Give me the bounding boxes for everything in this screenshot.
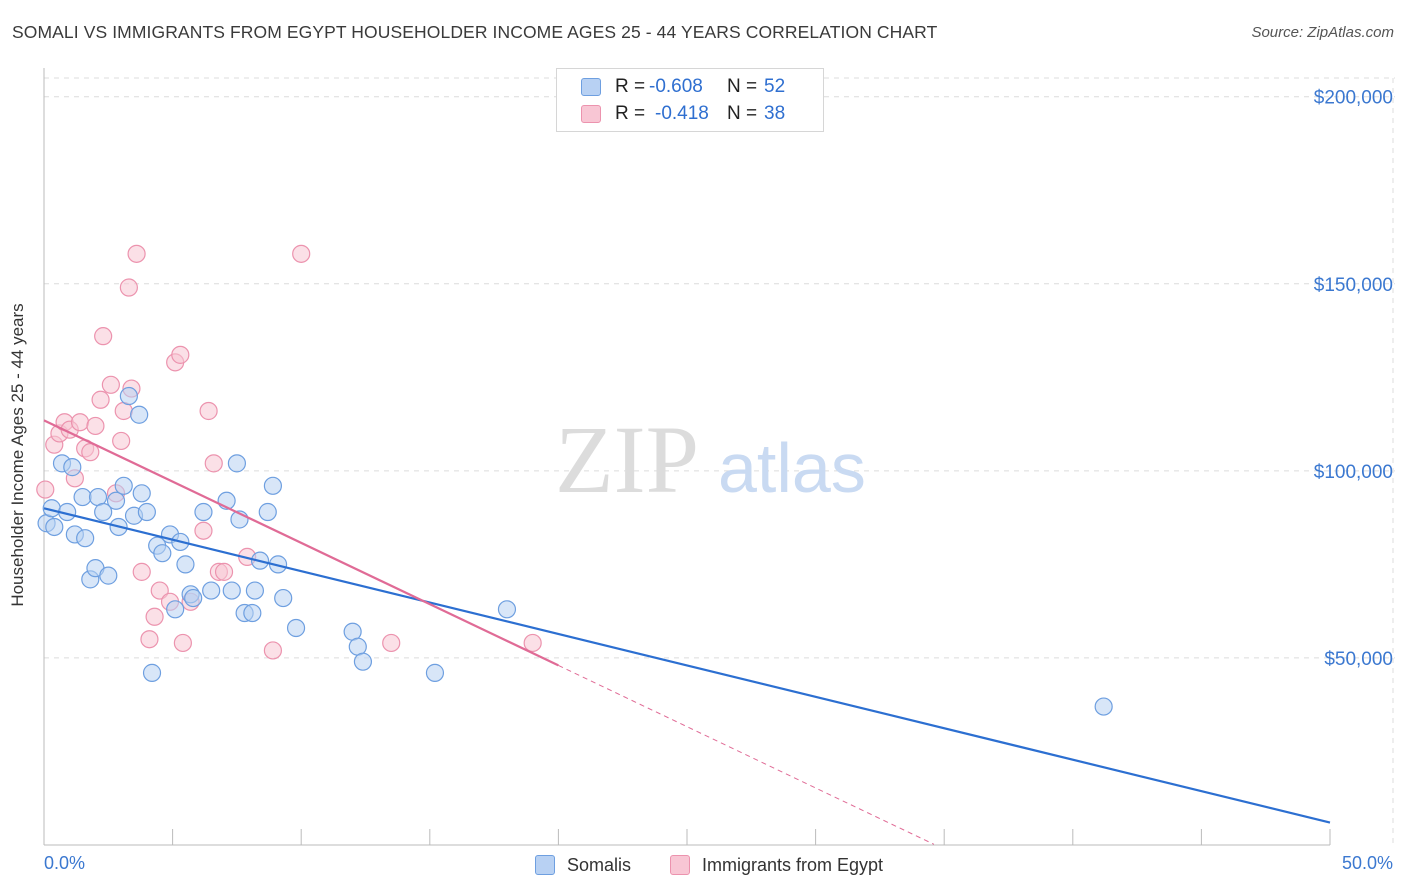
- egypt-point: [91, 390, 110, 409]
- n-value: 38: [764, 103, 786, 124]
- r-value: -0.608: [649, 76, 703, 97]
- source-credit: Source: ZipAtlas.com: [1251, 24, 1394, 41]
- somali-point: [130, 405, 149, 424]
- egypt-legend-label: Immigrants from Egypt: [702, 854, 884, 875]
- somali-point: [137, 502, 156, 522]
- somali-point: [286, 618, 306, 638]
- somali-point: [425, 663, 445, 682]
- grid-lines: [44, 77, 1395, 845]
- stats-legend: R = -0.608 N = 52 R = -0.418 N = 38: [556, 68, 824, 132]
- egypt-point: [292, 244, 311, 263]
- somalis-legend-swatch: [535, 855, 555, 875]
- egypt-trend-extension: [558, 664, 935, 845]
- bottom-legend-somalis: Somalis: [535, 853, 631, 877]
- egypt-point: [132, 562, 151, 581]
- y-tick-label: $50,000: [1324, 649, 1393, 670]
- egypt-point: [86, 416, 105, 436]
- egypt-point: [214, 562, 234, 581]
- r-value: -0.418: [655, 103, 709, 124]
- somali-point: [227, 454, 246, 473]
- egypt-point: [145, 607, 164, 626]
- bottom-legend-egypt: Immigrants from Egypt: [670, 853, 883, 877]
- somali-point: [63, 458, 82, 477]
- n-label: N =: [727, 76, 758, 97]
- somalis-legend-label: Somalis: [567, 854, 632, 875]
- egypt-point: [101, 375, 120, 394]
- n-value: 52: [764, 76, 786, 97]
- somali-point: [132, 484, 151, 503]
- somali-point: [263, 476, 283, 495]
- tick-labels: $50,000 $100,000 $150,000 $200,000 0.0% 50.0%: [44, 88, 1393, 873]
- egypt-point: [171, 345, 190, 364]
- chart-title: SOMALI VS IMMIGRANTS FROM EGYPT HOUSEHOL…: [12, 22, 938, 42]
- somali-point: [1094, 697, 1113, 716]
- somalis-swatch: [581, 78, 601, 96]
- egypt-point: [140, 630, 159, 649]
- somali-trend-line: [43, 507, 1331, 824]
- somali-point: [73, 487, 92, 507]
- n-label: N =: [727, 103, 758, 124]
- watermark-atlas: atlas: [718, 429, 866, 507]
- trend-lines: [43, 419, 1331, 845]
- somali-point: [45, 517, 64, 537]
- egypt-point: [204, 454, 223, 473]
- somali-point: [106, 491, 126, 510]
- somali-point: [353, 652, 373, 671]
- egypt-swatch: [581, 105, 601, 123]
- somali-point: [166, 600, 185, 619]
- y-tick-label: $100,000: [1314, 462, 1393, 483]
- egypt-legend-swatch: [670, 855, 690, 875]
- egypt-point: [194, 521, 213, 540]
- egypt-point: [112, 431, 131, 451]
- somali-point: [142, 663, 162, 682]
- somali-point: [258, 502, 277, 522]
- somali-point: [76, 529, 95, 548]
- axes: [43, 68, 1331, 846]
- egypt-points: [36, 244, 542, 660]
- egypt-trend-line: [43, 419, 559, 667]
- egypt-point: [382, 633, 401, 653]
- somali-point: [202, 581, 221, 600]
- egypt-point: [173, 633, 192, 653]
- somali-point: [176, 555, 195, 574]
- egypt-point: [127, 244, 146, 263]
- r-label: R =: [615, 103, 646, 124]
- egypt-point: [70, 413, 90, 432]
- y-tick-label: $150,000: [1314, 275, 1393, 296]
- somali-point: [94, 502, 113, 522]
- somali-point: [153, 544, 172, 563]
- watermark-zip: ZIP: [555, 406, 699, 513]
- somali-point: [245, 581, 265, 600]
- somali-point: [119, 386, 138, 406]
- somali-point: [222, 581, 241, 600]
- y-axis-label: Householder Income Ages 25 - 44 years: [8, 303, 27, 607]
- egypt-point: [199, 401, 218, 421]
- somali-point: [497, 600, 517, 619]
- somali-point: [99, 566, 118, 585]
- watermark: ZIP atlas: [555, 406, 866, 513]
- somali-point: [184, 588, 203, 608]
- legend-row-egypt: R = -0.418 N = 38: [581, 103, 785, 125]
- somali-point: [194, 502, 213, 522]
- x-tick-label-max: 50.0%: [1342, 853, 1393, 873]
- x-tick-label-min: 0.0%: [44, 853, 85, 873]
- egypt-point: [36, 480, 55, 499]
- legend-row-somalis: R = -0.608 N = 52: [581, 76, 785, 98]
- r-label: R =: [615, 76, 646, 97]
- egypt-point: [81, 443, 100, 462]
- egypt-point: [263, 641, 283, 660]
- somali-point: [114, 476, 133, 495]
- somali-point: [243, 603, 262, 623]
- somali-point: [274, 588, 293, 608]
- egypt-point: [94, 327, 113, 346]
- egypt-point: [523, 633, 542, 653]
- y-tick-label: $200,000: [1314, 88, 1393, 109]
- egypt-point: [150, 581, 169, 600]
- egypt-point: [119, 278, 138, 297]
- somali-points: [37, 386, 1113, 716]
